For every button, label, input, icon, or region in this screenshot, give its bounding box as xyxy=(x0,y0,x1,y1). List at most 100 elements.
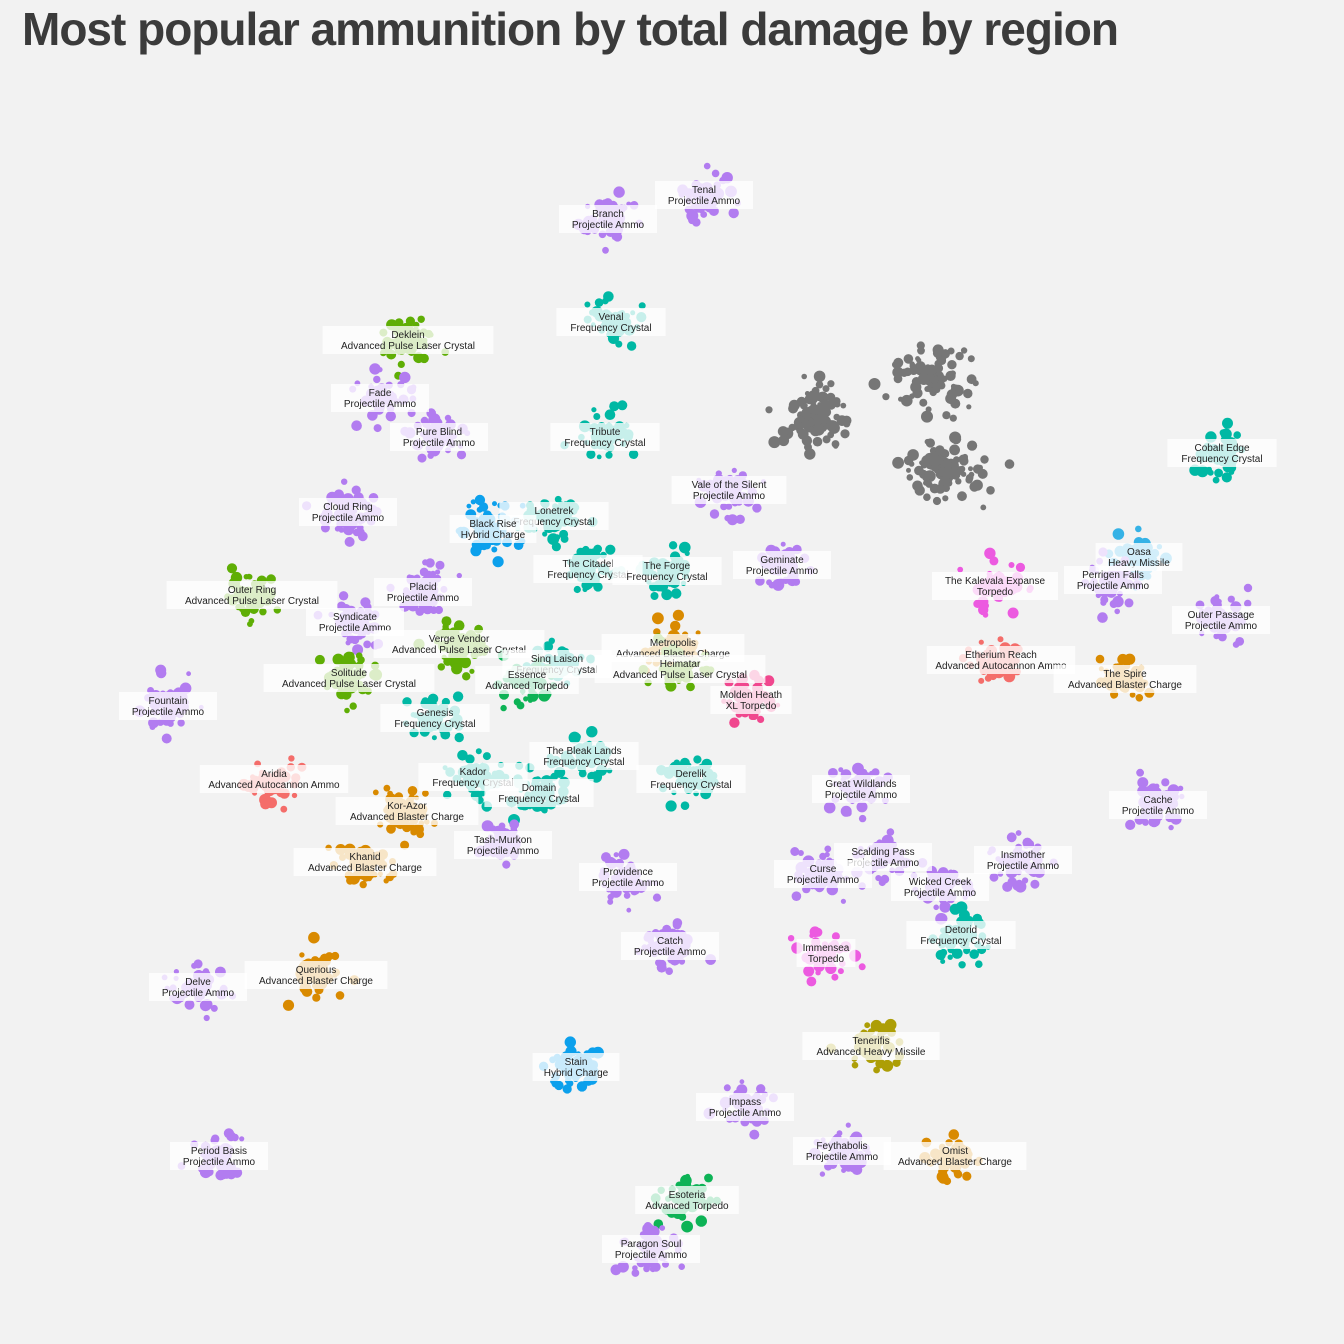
system-point xyxy=(603,291,614,302)
region-name: Heimatar xyxy=(660,659,701,670)
system-point xyxy=(953,1170,963,1179)
system-point xyxy=(671,588,682,599)
system-point xyxy=(766,579,773,586)
system-point xyxy=(161,733,172,744)
system-point xyxy=(419,353,429,364)
system-point xyxy=(752,503,762,513)
system-point xyxy=(1212,476,1220,484)
system-point xyxy=(441,616,452,627)
region-ammo: Advanced Blaster Charge xyxy=(350,812,464,823)
system-point xyxy=(768,436,781,449)
system-point xyxy=(997,636,1004,643)
system-point xyxy=(650,592,659,600)
region-name: Fountain xyxy=(149,696,188,707)
system-point xyxy=(845,1122,851,1128)
system-point xyxy=(541,807,548,814)
system-point xyxy=(765,406,773,414)
system-point xyxy=(596,454,602,460)
system-point xyxy=(347,651,355,659)
system-point xyxy=(383,878,389,884)
system-point xyxy=(810,404,819,412)
region-ammo: Advanced Pulse Laser Crystal xyxy=(613,670,747,681)
region-name: Impass xyxy=(729,1097,761,1108)
region-ammo: Projectile Ammo xyxy=(592,878,665,889)
system-point xyxy=(1015,830,1022,836)
system-point xyxy=(299,952,305,958)
region-ammo: Torpedo xyxy=(808,954,845,965)
region-ammo: Advanced Blaster Charge xyxy=(1068,680,1182,691)
region-name: The Citadel xyxy=(562,559,613,570)
system-point xyxy=(819,413,827,421)
system-point xyxy=(373,375,381,384)
system-point xyxy=(986,486,995,495)
system-point xyxy=(435,560,445,570)
system-point xyxy=(670,620,681,632)
system-point xyxy=(919,398,928,407)
system-point xyxy=(837,968,844,975)
system-point xyxy=(813,370,826,383)
system-point xyxy=(925,406,932,413)
region-ammo: Projectile Ammo xyxy=(693,491,766,502)
system-point xyxy=(907,449,919,461)
system-point xyxy=(527,698,533,703)
region-name: Cobalt Edge xyxy=(1194,443,1249,454)
region-ammo: Projectile Ammo xyxy=(467,846,540,857)
system-point xyxy=(355,652,363,659)
region-name: Period Basis xyxy=(191,1146,247,1157)
system-point xyxy=(562,1084,572,1094)
region-ammo: Projectile Ammo xyxy=(787,875,860,886)
system-point xyxy=(971,479,983,491)
system-point xyxy=(980,455,989,464)
region-name: Solitude xyxy=(331,668,368,679)
region-ammo: Projectile Ammo xyxy=(668,196,741,207)
system-point xyxy=(731,467,737,473)
region-ammo: Advanced Blaster Charge xyxy=(259,976,373,987)
region-ammo: Frequency Crystal xyxy=(394,719,475,730)
region-name: The Bleak Lands xyxy=(546,746,621,757)
system-point xyxy=(945,370,956,381)
region-name: Great Wildlands xyxy=(825,779,896,790)
system-point xyxy=(373,424,382,433)
system-point xyxy=(932,348,943,358)
system-point xyxy=(679,541,691,554)
system-point xyxy=(949,414,957,422)
system-point xyxy=(665,967,673,975)
system-point xyxy=(938,467,947,476)
region-name: Venal xyxy=(598,312,623,323)
region-name: Scalding Pass xyxy=(851,847,914,858)
region-name: Fade xyxy=(369,388,392,399)
system-point xyxy=(841,1168,847,1173)
system-point xyxy=(963,388,973,399)
system-point xyxy=(456,572,462,579)
system-point xyxy=(417,453,427,463)
region-name: Branch xyxy=(592,209,624,220)
system-point xyxy=(344,707,350,714)
region-name: Cloud Ring xyxy=(323,502,372,513)
system-point xyxy=(823,801,836,814)
system-point xyxy=(352,644,364,656)
system-point xyxy=(291,792,298,799)
system-point xyxy=(728,207,739,219)
system-point xyxy=(826,392,836,402)
system-point xyxy=(652,612,664,625)
system-point xyxy=(725,503,733,510)
system-point xyxy=(623,892,631,899)
system-point xyxy=(618,848,630,860)
system-point xyxy=(363,640,372,649)
system-point xyxy=(586,449,596,459)
system-point xyxy=(492,556,504,568)
system-point xyxy=(910,381,922,393)
system-point xyxy=(978,639,984,645)
system-point xyxy=(186,671,192,677)
system-point xyxy=(399,371,411,384)
system-point xyxy=(749,1129,760,1140)
region-name: Cache xyxy=(1144,795,1173,806)
system-point xyxy=(341,478,348,485)
